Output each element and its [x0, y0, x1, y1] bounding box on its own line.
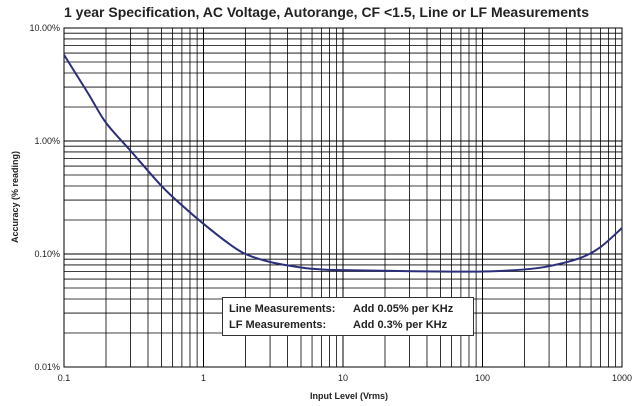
plot-frame — [63, 27, 623, 368]
x-tick-label: 1000 — [612, 373, 632, 383]
y-axis-label: Accuracy (% reading) — [10, 151, 20, 243]
y-tick-label: 0.01% — [34, 362, 60, 372]
annotation-line-measurements: Line Measurements: Add 0.05% per KHz — [229, 303, 453, 315]
tick-label-layer: 0.1 1 10 100 1000 0.01% 0.10% 1.00% 10.00% — [29, 23, 632, 383]
chart-title: 1 year Specification, AC Voltage, Autora… — [64, 4, 589, 20]
x-tick-label: 100 — [475, 373, 490, 383]
y-tick-label: 10.00% — [29, 23, 60, 33]
y-tick-label: 1.00% — [34, 136, 60, 146]
x-tick-label: 1 — [201, 373, 206, 383]
x-tick-label: 10 — [338, 373, 348, 383]
series-layer — [63, 54, 623, 273]
x-tick-label: 0.1 — [58, 373, 71, 383]
y-tick-label: 0.10% — [34, 249, 60, 259]
annotation-label: Line Measurements: — [229, 303, 336, 315]
x-axis-label: Input Level (Vrms) — [310, 391, 388, 401]
annotation-lf-measurements: LF Measurements: Add 0.3% per KHz — [229, 319, 447, 331]
annotation-label: LF Measurements: — [229, 319, 327, 331]
annotation-text: Add 0.05% per KHz — [353, 303, 454, 315]
annotation-box: Line Measurements: Add 0.05% per KHz LF M… — [222, 297, 474, 336]
accuracy-series-line — [63, 54, 623, 273]
annotation-text: Add 0.3% per KHz — [353, 319, 448, 331]
